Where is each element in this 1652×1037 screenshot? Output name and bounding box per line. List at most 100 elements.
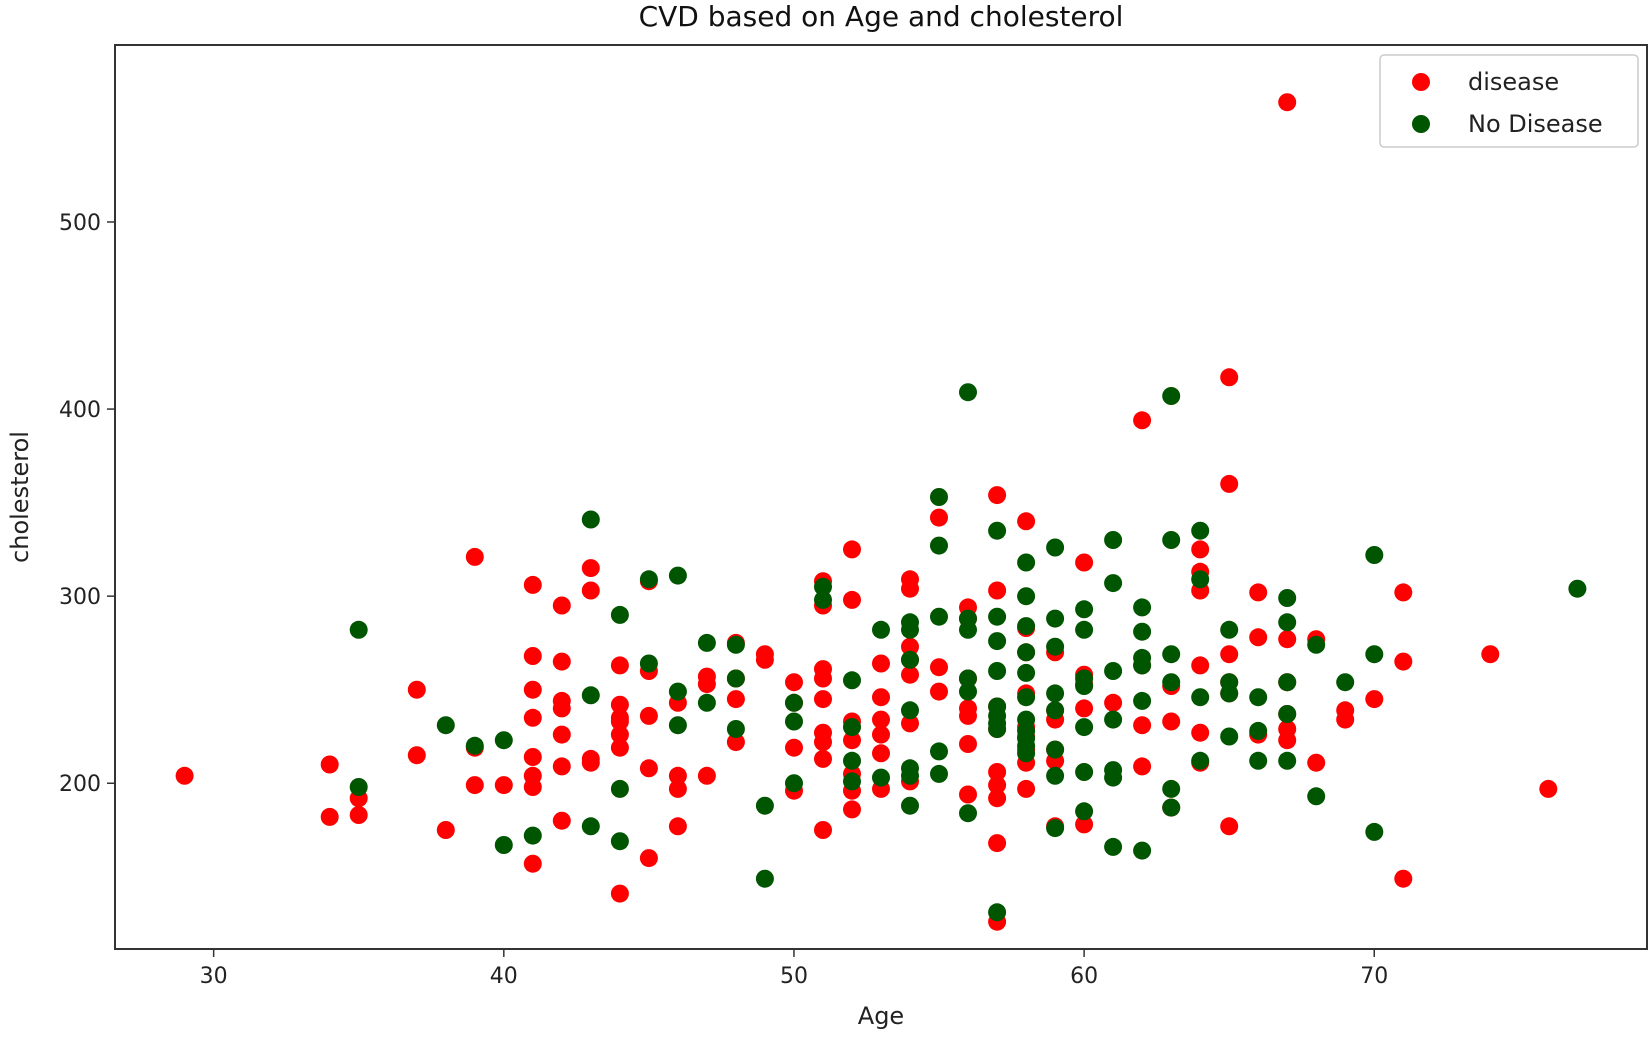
data-point (175, 766, 194, 785)
data-point (523, 680, 542, 699)
data-point (1481, 645, 1500, 664)
data-point (1220, 368, 1239, 387)
data-point (901, 714, 919, 733)
data-point (814, 690, 832, 709)
data-point (988, 581, 1007, 600)
data-point (1365, 546, 1384, 564)
data-point (1046, 637, 1065, 656)
data-point (610, 725, 629, 744)
data-point (436, 821, 455, 839)
data-point (1220, 474, 1239, 493)
data-point (465, 736, 484, 755)
data-point (901, 665, 919, 684)
data-point (581, 559, 600, 578)
data-point (988, 632, 1007, 651)
points-layer (175, 93, 1587, 931)
data-point (320, 807, 339, 826)
x-tick-label: 60 (1070, 964, 1098, 989)
data-point (1017, 779, 1036, 798)
data-point (988, 789, 1007, 808)
data-point (755, 869, 774, 888)
x-tick-label: 70 (1360, 964, 1388, 989)
data-point (552, 811, 571, 830)
data-point (1133, 841, 1152, 860)
x-axis-label: Age (858, 1002, 904, 1030)
data-point (581, 686, 600, 705)
data-point (668, 566, 687, 585)
data-point (930, 764, 948, 783)
data-point (785, 774, 803, 793)
data-point (436, 716, 455, 735)
data-point (494, 776, 513, 795)
data-point (668, 779, 687, 798)
data-point (1075, 600, 1094, 619)
data-point (959, 699, 977, 718)
data-point (726, 733, 745, 752)
data-point (959, 383, 977, 402)
data-point (959, 609, 977, 628)
data-point (639, 570, 658, 589)
data-point (1017, 643, 1036, 662)
data-point (1104, 662, 1123, 680)
data-point (1278, 93, 1297, 112)
data-point (930, 742, 948, 761)
data-point (988, 607, 1007, 626)
data-point (1307, 753, 1326, 772)
data-point (959, 669, 977, 688)
data-point (610, 779, 629, 798)
data-point (930, 488, 948, 506)
data-point (407, 680, 426, 699)
data-point (1249, 688, 1268, 707)
data-point (1162, 798, 1181, 817)
data-point (1162, 779, 1181, 798)
data-point (988, 776, 1007, 795)
data-point (901, 570, 919, 589)
data-point (552, 652, 571, 671)
data-point (1249, 628, 1268, 647)
data-point (1104, 837, 1123, 856)
data-point (785, 738, 803, 757)
data-point (639, 654, 658, 673)
data-point (610, 695, 629, 714)
y-tick-label: 300 (59, 585, 101, 610)
data-point (814, 660, 832, 679)
y-axis-label: cholesterol (6, 431, 34, 563)
data-point (1017, 663, 1036, 682)
data-point (1133, 622, 1152, 641)
data-point (1075, 620, 1094, 639)
data-point (755, 796, 774, 815)
plot-area-frame (114, 44, 1648, 950)
data-point (668, 682, 687, 701)
data-point (1191, 570, 1210, 589)
data-point (901, 701, 919, 720)
data-point (581, 510, 600, 529)
data-point (1162, 712, 1181, 731)
data-point (1365, 690, 1384, 709)
legend: disease No Disease (1379, 54, 1639, 148)
data-point (552, 725, 571, 744)
data-point (610, 656, 629, 675)
legend-label-no-disease: No Disease (1468, 110, 1603, 138)
data-point (988, 697, 1007, 716)
y-tick-label: 400 (59, 398, 101, 423)
data-point (872, 744, 890, 763)
data-point (901, 637, 919, 656)
data-point (988, 486, 1007, 505)
data-point (1017, 617, 1036, 636)
data-point (1017, 553, 1036, 572)
data-point (930, 536, 948, 555)
data-point (843, 772, 861, 791)
data-point (349, 778, 368, 796)
data-point (785, 693, 803, 712)
data-point (901, 613, 919, 632)
data-point (1133, 757, 1152, 776)
data-point (814, 577, 832, 596)
data-point (814, 821, 832, 839)
data-point (1336, 673, 1355, 692)
data-point (930, 682, 948, 701)
data-point (988, 763, 1007, 781)
data-point (1017, 688, 1036, 707)
data-point (1249, 583, 1268, 602)
data-point (843, 800, 861, 819)
data-point (726, 690, 745, 709)
